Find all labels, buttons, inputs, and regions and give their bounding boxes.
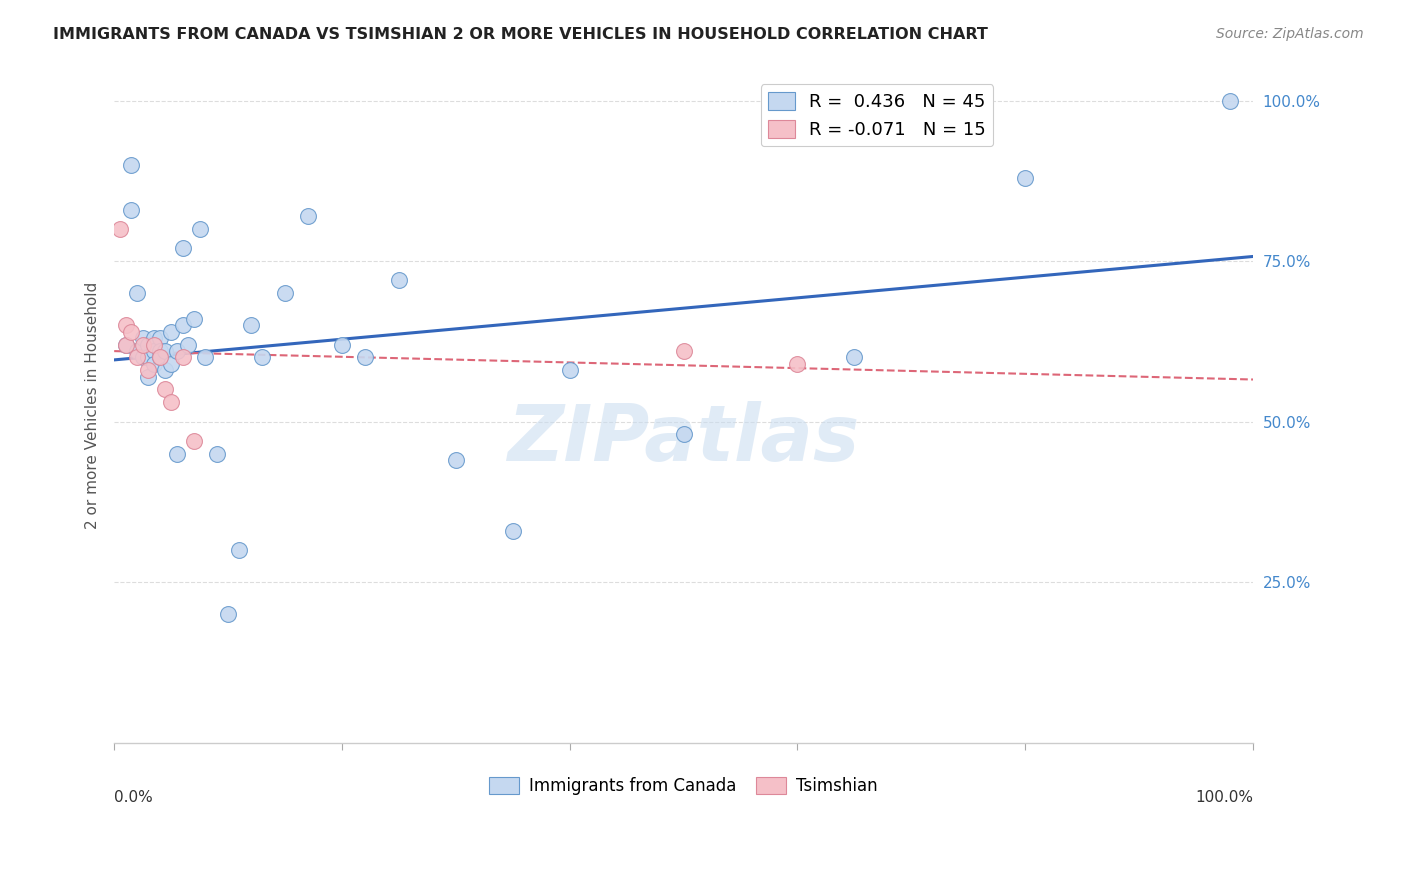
- Point: [1014, 170, 1036, 185]
- Point: [149, 351, 172, 365]
- Point: [217, 607, 239, 622]
- Point: [502, 524, 524, 538]
- Point: [125, 351, 148, 365]
- Point: [155, 363, 177, 377]
- Point: [143, 357, 166, 371]
- Point: [172, 351, 194, 365]
- Point: [125, 286, 148, 301]
- Point: [205, 447, 228, 461]
- Text: 0.0%: 0.0%: [114, 789, 153, 805]
- Point: [166, 447, 188, 461]
- Point: [172, 241, 194, 255]
- Point: [297, 209, 319, 223]
- Text: Source: ZipAtlas.com: Source: ZipAtlas.com: [1216, 27, 1364, 41]
- Point: [194, 351, 217, 365]
- Point: [114, 337, 136, 351]
- Point: [177, 337, 200, 351]
- Point: [444, 453, 467, 467]
- Y-axis label: 2 or more Vehicles in Household: 2 or more Vehicles in Household: [86, 282, 100, 529]
- Point: [183, 311, 205, 326]
- Point: [138, 369, 160, 384]
- Point: [228, 543, 250, 558]
- Point: [114, 337, 136, 351]
- Point: [108, 222, 131, 236]
- Point: [786, 357, 808, 371]
- Point: [239, 318, 262, 333]
- Text: IMMIGRANTS FROM CANADA VS TSIMSHIAN 2 OR MORE VEHICLES IN HOUSEHOLD CORRELATION : IMMIGRANTS FROM CANADA VS TSIMSHIAN 2 OR…: [53, 27, 988, 42]
- Point: [353, 351, 375, 365]
- Point: [166, 343, 188, 358]
- Point: [120, 158, 142, 172]
- Point: [131, 331, 153, 345]
- Point: [252, 351, 274, 365]
- Point: [274, 286, 297, 301]
- Point: [143, 331, 166, 345]
- Point: [188, 222, 211, 236]
- Point: [1219, 94, 1241, 108]
- Point: [131, 351, 153, 365]
- Point: [138, 351, 160, 365]
- Point: [844, 351, 866, 365]
- Point: [149, 343, 172, 358]
- Point: [143, 337, 166, 351]
- Point: [143, 343, 166, 358]
- Point: [558, 363, 581, 377]
- Point: [155, 343, 177, 358]
- Point: [138, 363, 160, 377]
- Point: [160, 357, 183, 371]
- Legend: Immigrants from Canada, Tsimshian: Immigrants from Canada, Tsimshian: [482, 770, 884, 802]
- Text: ZIPatlas: ZIPatlas: [508, 401, 859, 477]
- Point: [149, 351, 172, 365]
- Point: [138, 337, 160, 351]
- Point: [160, 325, 183, 339]
- Point: [672, 427, 695, 442]
- Point: [330, 337, 353, 351]
- Point: [120, 202, 142, 217]
- Point: [131, 337, 153, 351]
- Point: [125, 343, 148, 358]
- Point: [155, 383, 177, 397]
- Point: [120, 325, 142, 339]
- Point: [672, 343, 695, 358]
- Text: 100.0%: 100.0%: [1195, 789, 1253, 805]
- Point: [183, 434, 205, 448]
- Point: [172, 318, 194, 333]
- Point: [388, 273, 411, 287]
- Point: [149, 331, 172, 345]
- Point: [160, 395, 183, 409]
- Point: [114, 318, 136, 333]
